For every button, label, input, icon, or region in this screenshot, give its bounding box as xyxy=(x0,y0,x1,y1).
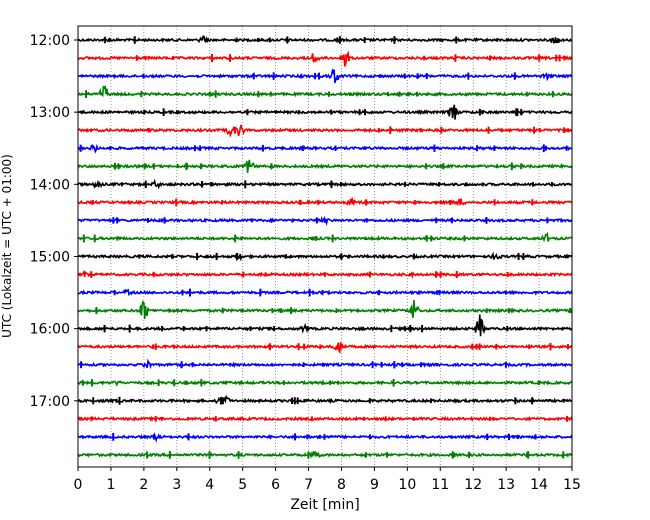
trace xyxy=(77,314,573,337)
trace-line xyxy=(77,178,573,190)
trace xyxy=(77,450,573,459)
trace-line xyxy=(77,379,573,387)
trace xyxy=(77,300,573,320)
trace xyxy=(78,251,573,262)
trace-line xyxy=(77,67,573,84)
trace xyxy=(77,178,573,190)
x-tick-label: 2 xyxy=(139,477,148,493)
trace xyxy=(77,231,573,243)
trace-line xyxy=(77,394,573,405)
plot-frame xyxy=(77,25,573,468)
trace-line xyxy=(77,196,573,207)
trace xyxy=(77,159,573,173)
trace xyxy=(77,415,573,423)
trace xyxy=(77,288,573,297)
x-tick-label: 9 xyxy=(370,477,379,493)
x-tick-label: 11 xyxy=(431,477,449,493)
x-tick-label: 7 xyxy=(304,477,313,493)
trace xyxy=(77,358,573,370)
x-axis-label: Zeit [min] xyxy=(290,497,359,513)
trace xyxy=(77,124,573,138)
trace-line xyxy=(77,358,573,370)
trace xyxy=(77,342,573,355)
trace xyxy=(77,85,573,99)
y-tick-label: 15:00 xyxy=(30,249,70,265)
trace xyxy=(77,143,573,154)
x-tick-label: 13 xyxy=(497,477,515,493)
trace-line xyxy=(77,415,573,423)
trace xyxy=(77,378,573,387)
trace-line xyxy=(77,342,573,355)
x-tick-label: 15 xyxy=(563,477,581,493)
y-axis-ticks: 12:00 13:00 14:00 15:00 16:00 17:00 xyxy=(30,33,78,410)
trace-line xyxy=(77,288,573,297)
trace xyxy=(77,67,573,84)
trace-line xyxy=(77,231,573,243)
trace xyxy=(77,104,573,120)
y-axis-label: UTC (Lokalzeit = UTC + 01:00) xyxy=(0,154,14,338)
trace-line xyxy=(77,35,573,44)
trace xyxy=(77,50,573,67)
trace xyxy=(77,196,573,207)
x-tick-label: 5 xyxy=(238,477,247,493)
trace-line xyxy=(77,104,573,120)
x-tick-label: 6 xyxy=(271,477,280,493)
x-tick-label: 10 xyxy=(398,477,416,493)
trace-line xyxy=(77,124,573,138)
x-tick-label: 0 xyxy=(74,477,83,493)
x-tick-label: 12 xyxy=(464,477,482,493)
y-tick-label: 13:00 xyxy=(30,105,70,121)
trace-line xyxy=(77,300,573,320)
trace-line xyxy=(77,50,573,67)
trace xyxy=(77,215,573,227)
y-tick-label: 14:00 xyxy=(30,177,70,193)
y-tick-label: 16:00 xyxy=(30,322,70,338)
trace-line xyxy=(77,450,573,459)
x-axis-ticks: 0 1 2 3 4 5 6 7 8 9 10 11 12 13 14 15 xyxy=(74,467,581,493)
seismic-traces xyxy=(77,35,573,459)
x-tick-label: 14 xyxy=(530,477,548,493)
trace xyxy=(77,431,573,443)
x-tick-label: 8 xyxy=(337,477,346,493)
trace-line xyxy=(77,159,573,173)
trace-line xyxy=(77,314,573,337)
x-tick-label: 3 xyxy=(172,477,181,493)
trace xyxy=(77,269,573,280)
trace-line xyxy=(78,251,573,262)
trace-line xyxy=(77,215,573,227)
x-tick-label: 1 xyxy=(106,477,115,493)
trace-line xyxy=(77,85,573,98)
x-tick-label: 4 xyxy=(205,477,214,493)
trace xyxy=(77,35,573,44)
trace xyxy=(77,394,573,405)
y-tick-label: 12:00 xyxy=(30,33,70,49)
trace-line xyxy=(77,143,573,154)
y-tick-label: 17:00 xyxy=(30,394,70,410)
